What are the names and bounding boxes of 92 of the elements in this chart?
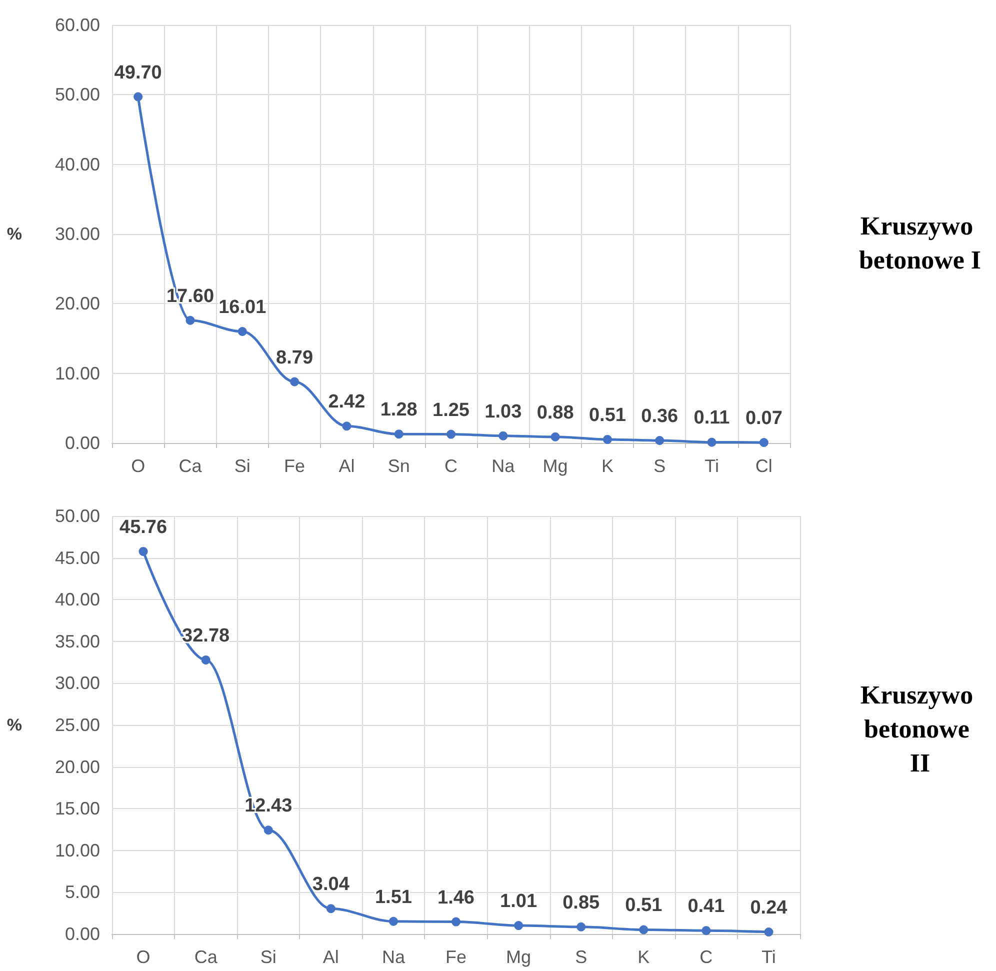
x-tick-label: Fe [445,946,467,966]
x-tick-label: S [654,456,666,476]
point [550,432,560,442]
y-tick-label: 35.00 [54,630,100,651]
x-tick-label: Mg [542,456,568,476]
y-tick-label: 0.00 [64,924,100,944]
x-tick-label: Cl [755,456,772,476]
data-label: 8.79 [276,347,314,368]
y-axis-title: % [6,224,22,244]
point [388,916,398,926]
y-tick-label: 50.00 [54,506,100,526]
data-label: 2.42 [328,392,366,413]
y-tick-label: 30.00 [54,672,100,693]
data-label: 45.76 [120,516,168,538]
point [138,546,148,556]
point [655,436,664,445]
data-label: 0.51 [588,404,626,426]
point [452,916,460,926]
x-tick-label: O [131,456,146,476]
y-tick-label: 40.00 [54,154,100,174]
x-tick-label: Ca [178,456,203,476]
data-label: 1.01 [500,890,538,912]
point [201,654,210,664]
point [394,430,404,439]
y-tick-label: 20.00 [54,294,100,314]
point [514,920,524,930]
x-tick-label: Mg [506,946,532,966]
y-tick-label: 10.00 [54,840,100,860]
data-label: 0.11 [694,408,730,429]
x-tick-label: C [700,946,713,966]
data-label: 32.78 [182,624,230,646]
point [576,922,586,931]
text: Kruszywo betonowe I [858,212,982,274]
x-tick-label: K [638,946,650,966]
y-tick-label: 30.00 [54,224,100,244]
data-label: 0.88 [536,402,574,424]
x-tick-label: Si [234,456,250,476]
y-tick-label: 40.00 [54,589,100,610]
y-tick-label: 0.00 [64,433,100,453]
x-tick-label: S [575,946,588,966]
x-tick-label: Al [338,456,355,476]
y-axis-title: % [6,715,22,734]
x-tick-label: Sn [388,456,410,476]
y-tick-label: 50.00 [54,84,100,105]
data-label: 3.04 [312,874,350,895]
data-label: 1.25 [432,400,470,421]
data-label: 16.01 [218,296,267,318]
data-label: 1.28 [380,400,418,421]
data-label: 0.51 [625,894,663,916]
x-tick-label: Ti [762,946,776,966]
point [764,926,774,936]
x-tick-label: Na [492,456,516,476]
x-tick-label: Si [260,946,276,966]
point [326,904,336,913]
y-tick-label: 5.00 [64,882,100,902]
y-tick-label: 20.00 [54,756,100,776]
data-label: 1.46 [438,886,474,908]
y-tick-label: 60.00 [54,15,100,35]
point [759,438,768,448]
x-tick-label: Ti [704,456,719,476]
point [639,924,648,934]
data-label: 0.07 [745,408,782,430]
point [186,316,195,325]
point [290,377,300,386]
data-label: 0.85 [562,892,600,913]
point [446,430,456,439]
point [707,438,716,447]
point [238,326,247,336]
data-label: 1.03 [484,401,522,422]
y-tick-label: 10.00 [54,363,100,384]
data-label: 49.70 [114,62,162,84]
y-tick-label: 45.00 [54,547,100,568]
point [342,422,352,431]
x-tick-label: Al [322,946,339,966]
point [602,434,612,444]
data-label: 0.41 [688,896,726,917]
x-tick-label: K [601,456,614,476]
text: Kruszywo betonowe II [860,680,980,777]
data-label: 0.36 [641,406,678,427]
data-label: 0.24 [750,896,788,918]
x-tick-label: Fe [284,456,306,476]
point [702,926,711,935]
x-tick-label: C [444,456,458,476]
data-label: 1.51 [374,886,412,908]
point [498,431,508,440]
y-tick-label: 15.00 [54,798,100,818]
x-tick-label: O [136,946,150,966]
y-tick-label: 25.00 [54,714,100,734]
x-tick-label: Ca [194,946,218,966]
x-tick-label: Na [382,946,406,966]
point [264,825,273,834]
point [134,92,143,102]
